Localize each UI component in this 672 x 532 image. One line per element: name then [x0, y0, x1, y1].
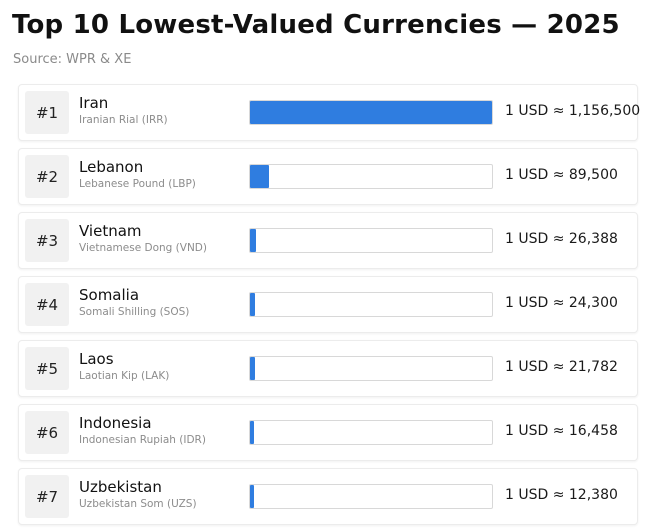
row-names: Lebanon Lebanese Pound (LBP)	[79, 158, 249, 192]
country-name: Somalia	[79, 286, 140, 304]
rank-badge: #4	[25, 283, 69, 326]
currency-name: Iranian Rial (IRR)	[79, 114, 168, 126]
country-name: Vietnam	[79, 222, 142, 240]
bar-track	[249, 356, 493, 381]
currency-row: #2 Lebanon Lebanese Pound (LBP) 1 USD ≈ …	[18, 148, 638, 205]
row-names: Somalia Somali Shilling (SOS)	[79, 286, 249, 320]
value-label: 1 USD ≈ 24,300	[505, 295, 618, 311]
value-label: 1 USD ≈ 21,782	[505, 359, 618, 375]
rank-badge: #6	[25, 411, 69, 454]
rank-badge: #1	[25, 91, 69, 134]
bar-track	[249, 292, 493, 317]
value-label: 1 USD ≈ 1,156,500	[505, 103, 641, 119]
currency-list: #1 Iran Iranian Rial (IRR) 1 USD ≈ 1,156…	[18, 84, 641, 532]
currency-row: #3 Vietnam Vietnamese Dong (VND) 1 USD ≈…	[18, 212, 638, 269]
country-name: Uzbekistan	[79, 478, 162, 496]
row-names: Indonesia Indonesian Rupiah (IDR)	[79, 414, 249, 448]
bar	[250, 101, 492, 124]
currency-name: Somali Shilling (SOS)	[79, 306, 190, 318]
country-name: Iran	[79, 94, 109, 112]
rank-badge: #2	[25, 155, 69, 198]
value-label: 1 USD ≈ 89,500	[505, 167, 618, 183]
row-names: Uzbekistan Uzbekistan Som (UZS)	[79, 478, 249, 512]
currency-name: Indonesian Rupiah (IDR)	[79, 434, 206, 446]
currency-row: #5 Laos Laotian Kip (LAK) 1 USD ≈ 21,782	[18, 340, 638, 397]
rank-badge: #5	[25, 347, 69, 390]
currency-name: Uzbekistan Som (UZS)	[79, 498, 197, 510]
bar	[250, 421, 254, 444]
bar	[250, 165, 269, 188]
bar	[250, 229, 256, 252]
bar	[250, 293, 255, 316]
country-name: Lebanon	[79, 158, 144, 176]
value-label: 1 USD ≈ 26,388	[505, 231, 618, 247]
currency-row: #1 Iran Iranian Rial (IRR) 1 USD ≈ 1,156…	[18, 84, 641, 141]
currency-row: #6 Indonesia Indonesian Rupiah (IDR) 1 U…	[18, 404, 638, 461]
bar-track	[249, 228, 493, 253]
bar-track	[249, 420, 493, 445]
bar	[250, 357, 255, 380]
row-names: Iran Iranian Rial (IRR)	[79, 94, 249, 128]
currency-name: Laotian Kip (LAK)	[79, 370, 170, 382]
row-names: Laos Laotian Kip (LAK)	[79, 350, 249, 384]
bar-track	[249, 484, 493, 509]
value-label: 1 USD ≈ 12,380	[505, 487, 618, 503]
currency-row: #4 Somalia Somali Shilling (SOS) 1 USD ≈…	[18, 276, 638, 333]
country-name: Indonesia	[79, 414, 152, 432]
currency-name: Lebanese Pound (LBP)	[79, 178, 196, 190]
chart-title: Top 10 Lowest-Valued Currencies — 2025	[12, 10, 620, 40]
bar	[250, 485, 254, 508]
bar-track	[249, 100, 493, 125]
rank-badge: #7	[25, 475, 69, 518]
row-names: Vietnam Vietnamese Dong (VND)	[79, 222, 249, 256]
chart-source: Source: WPR & XE	[13, 52, 132, 67]
country-name: Laos	[79, 350, 114, 368]
bar-track	[249, 164, 493, 189]
currency-row: #7 Uzbekistan Uzbekistan Som (UZS) 1 USD…	[18, 468, 638, 525]
value-label: 1 USD ≈ 16,458	[505, 423, 618, 439]
currency-name: Vietnamese Dong (VND)	[79, 242, 207, 254]
rank-badge: #3	[25, 219, 69, 262]
